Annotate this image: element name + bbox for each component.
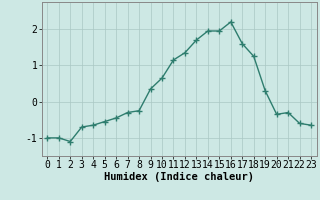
X-axis label: Humidex (Indice chaleur): Humidex (Indice chaleur) bbox=[104, 172, 254, 182]
